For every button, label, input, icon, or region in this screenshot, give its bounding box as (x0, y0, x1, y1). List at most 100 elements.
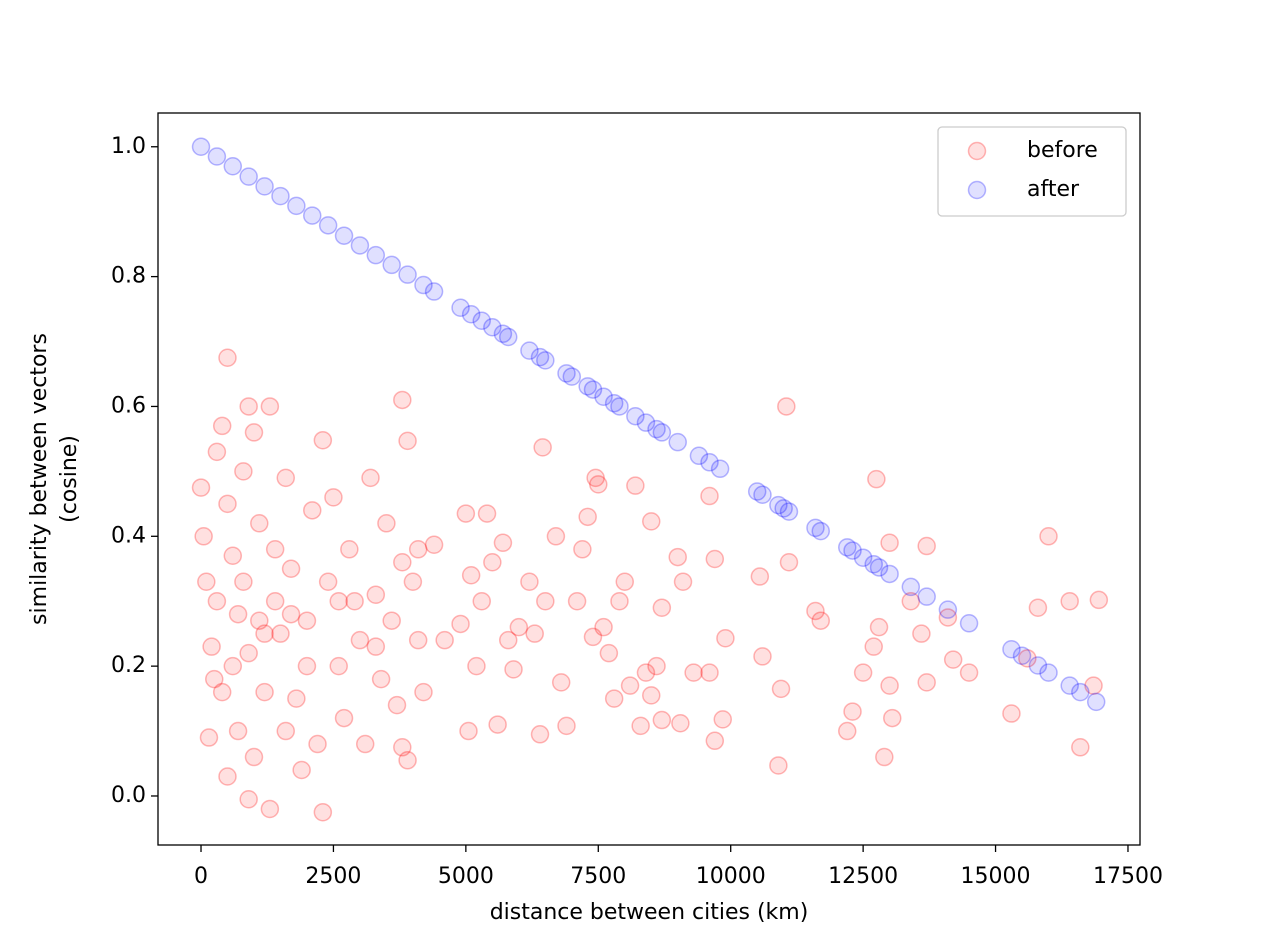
point (620, 676, 640, 695)
point (652, 710, 672, 730)
point (493, 533, 513, 553)
point (811, 611, 831, 630)
point (610, 397, 629, 416)
point (652, 598, 672, 617)
legend-marker (967, 141, 987, 161)
point (493, 324, 513, 343)
point (1002, 704, 1021, 723)
point (212, 416, 232, 436)
point (393, 738, 412, 757)
y-tick-label: 0.6 (111, 393, 146, 418)
point (498, 630, 518, 650)
point (864, 637, 883, 656)
point (223, 156, 243, 176)
point (594, 387, 613, 406)
point (239, 643, 258, 663)
point (250, 514, 269, 533)
point (536, 591, 555, 611)
point (488, 715, 507, 734)
point (615, 572, 635, 591)
point (1060, 591, 1079, 611)
point (883, 708, 902, 728)
point (414, 682, 433, 702)
point (281, 559, 301, 579)
point (562, 367, 582, 386)
point (456, 504, 476, 523)
point (223, 656, 243, 676)
point (377, 514, 396, 533)
y-tick-label: 0.4 (111, 523, 146, 548)
point (197, 572, 216, 591)
point (1028, 656, 1048, 675)
point (292, 760, 311, 780)
point (202, 637, 221, 656)
point (207, 442, 227, 462)
point (525, 624, 544, 643)
point (218, 348, 237, 368)
point (324, 488, 343, 507)
point (477, 504, 497, 523)
point (636, 413, 656, 432)
point (557, 716, 576, 736)
point (631, 716, 650, 736)
point (626, 476, 645, 495)
point (573, 540, 592, 559)
point (546, 527, 566, 546)
point (509, 617, 529, 637)
point (530, 725, 550, 744)
point (689, 446, 709, 466)
point (867, 469, 886, 489)
point (959, 614, 979, 633)
point (371, 669, 391, 689)
legend-marker (967, 180, 987, 200)
point (382, 255, 401, 275)
point (334, 226, 354, 245)
point (578, 377, 597, 396)
y-axis-label: (cosine) (57, 435, 82, 523)
point (313, 430, 333, 450)
x-axis-label: distance between cities (km) (490, 900, 809, 925)
point (297, 611, 317, 630)
point (520, 341, 539, 360)
point (710, 459, 730, 479)
point (589, 475, 608, 494)
point (424, 535, 444, 554)
point (313, 802, 333, 822)
point (350, 630, 370, 650)
y-tick-label: 1.0 (111, 134, 146, 159)
point (255, 682, 274, 702)
point (837, 721, 857, 741)
point (260, 397, 280, 416)
point (837, 538, 857, 557)
point (318, 572, 338, 591)
point (218, 494, 237, 514)
point (747, 482, 767, 501)
point (705, 731, 725, 751)
point (191, 137, 211, 157)
point (604, 689, 624, 708)
point (498, 327, 518, 347)
point (700, 486, 719, 506)
point (408, 630, 428, 650)
point (668, 432, 687, 452)
legend-box (937, 126, 1127, 217)
point (753, 647, 772, 666)
point (1071, 738, 1090, 757)
point (205, 669, 224, 689)
point (199, 728, 219, 747)
point (853, 663, 873, 682)
point (668, 547, 687, 567)
point (652, 423, 672, 442)
point (578, 507, 597, 527)
point (435, 630, 454, 650)
point (647, 656, 666, 676)
point (583, 380, 603, 399)
point (1086, 692, 1106, 712)
point (276, 468, 296, 488)
point (424, 282, 444, 301)
point (329, 591, 348, 611)
point (1028, 598, 1048, 617)
point (753, 485, 772, 504)
y-tick-label: 0.0 (111, 783, 146, 808)
